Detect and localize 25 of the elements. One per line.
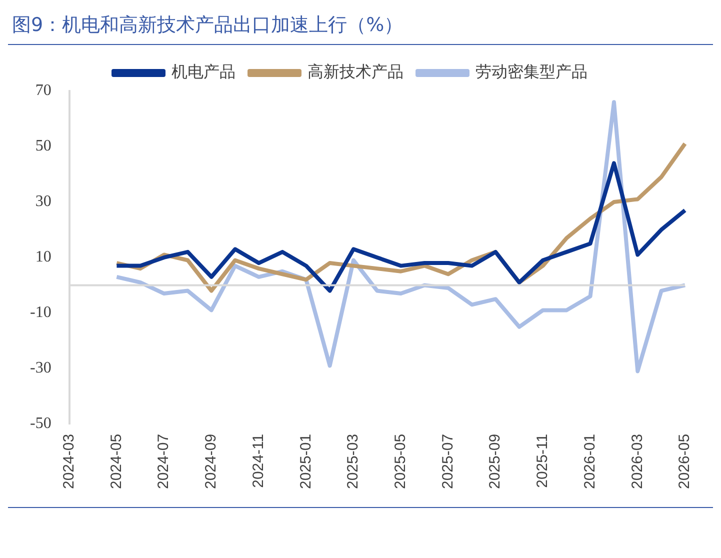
- x-tick-label: 2025-07: [439, 434, 456, 490]
- x-tick-label: 2025-03: [344, 434, 362, 490]
- x-tick-label: 2024-09: [202, 434, 220, 490]
- y-tick-label: 10: [35, 248, 52, 266]
- x-tick-label: 2025-05: [392, 434, 409, 490]
- x-tick-label: 2025-11: [534, 434, 552, 488]
- x-tick-label: 2025-09: [486, 434, 504, 490]
- y-tick-label: 30: [35, 193, 52, 210]
- x-tick-label: 2024-11: [250, 434, 267, 488]
- chart-title: 图9：机电和高新技术产品出口加速上行（%）: [8, 8, 713, 45]
- x-tick-label: 2026-01: [581, 434, 598, 490]
- legend-label: 机电产品: [172, 62, 236, 82]
- legend-label: 高新技术产品: [308, 62, 404, 82]
- legend-label: 劳动密集型产品: [476, 62, 588, 82]
- y-tick-label: 50: [35, 138, 52, 155]
- x-tick-label: 2025-01: [297, 434, 314, 490]
- x-tick-label: 2024-07: [155, 434, 172, 490]
- y-tick-label: -30: [30, 360, 52, 377]
- x-tick-label: 2026-03: [628, 434, 646, 490]
- x-tick-label: 2024-03: [60, 434, 78, 490]
- y-tick-label: -10: [30, 304, 52, 322]
- y-tick-label: -50: [30, 415, 52, 432]
- x-tick-label: 2026-05: [676, 434, 694, 490]
- y-tick-label: 70: [35, 82, 52, 100]
- x-tick-label: 2024-05: [108, 434, 125, 490]
